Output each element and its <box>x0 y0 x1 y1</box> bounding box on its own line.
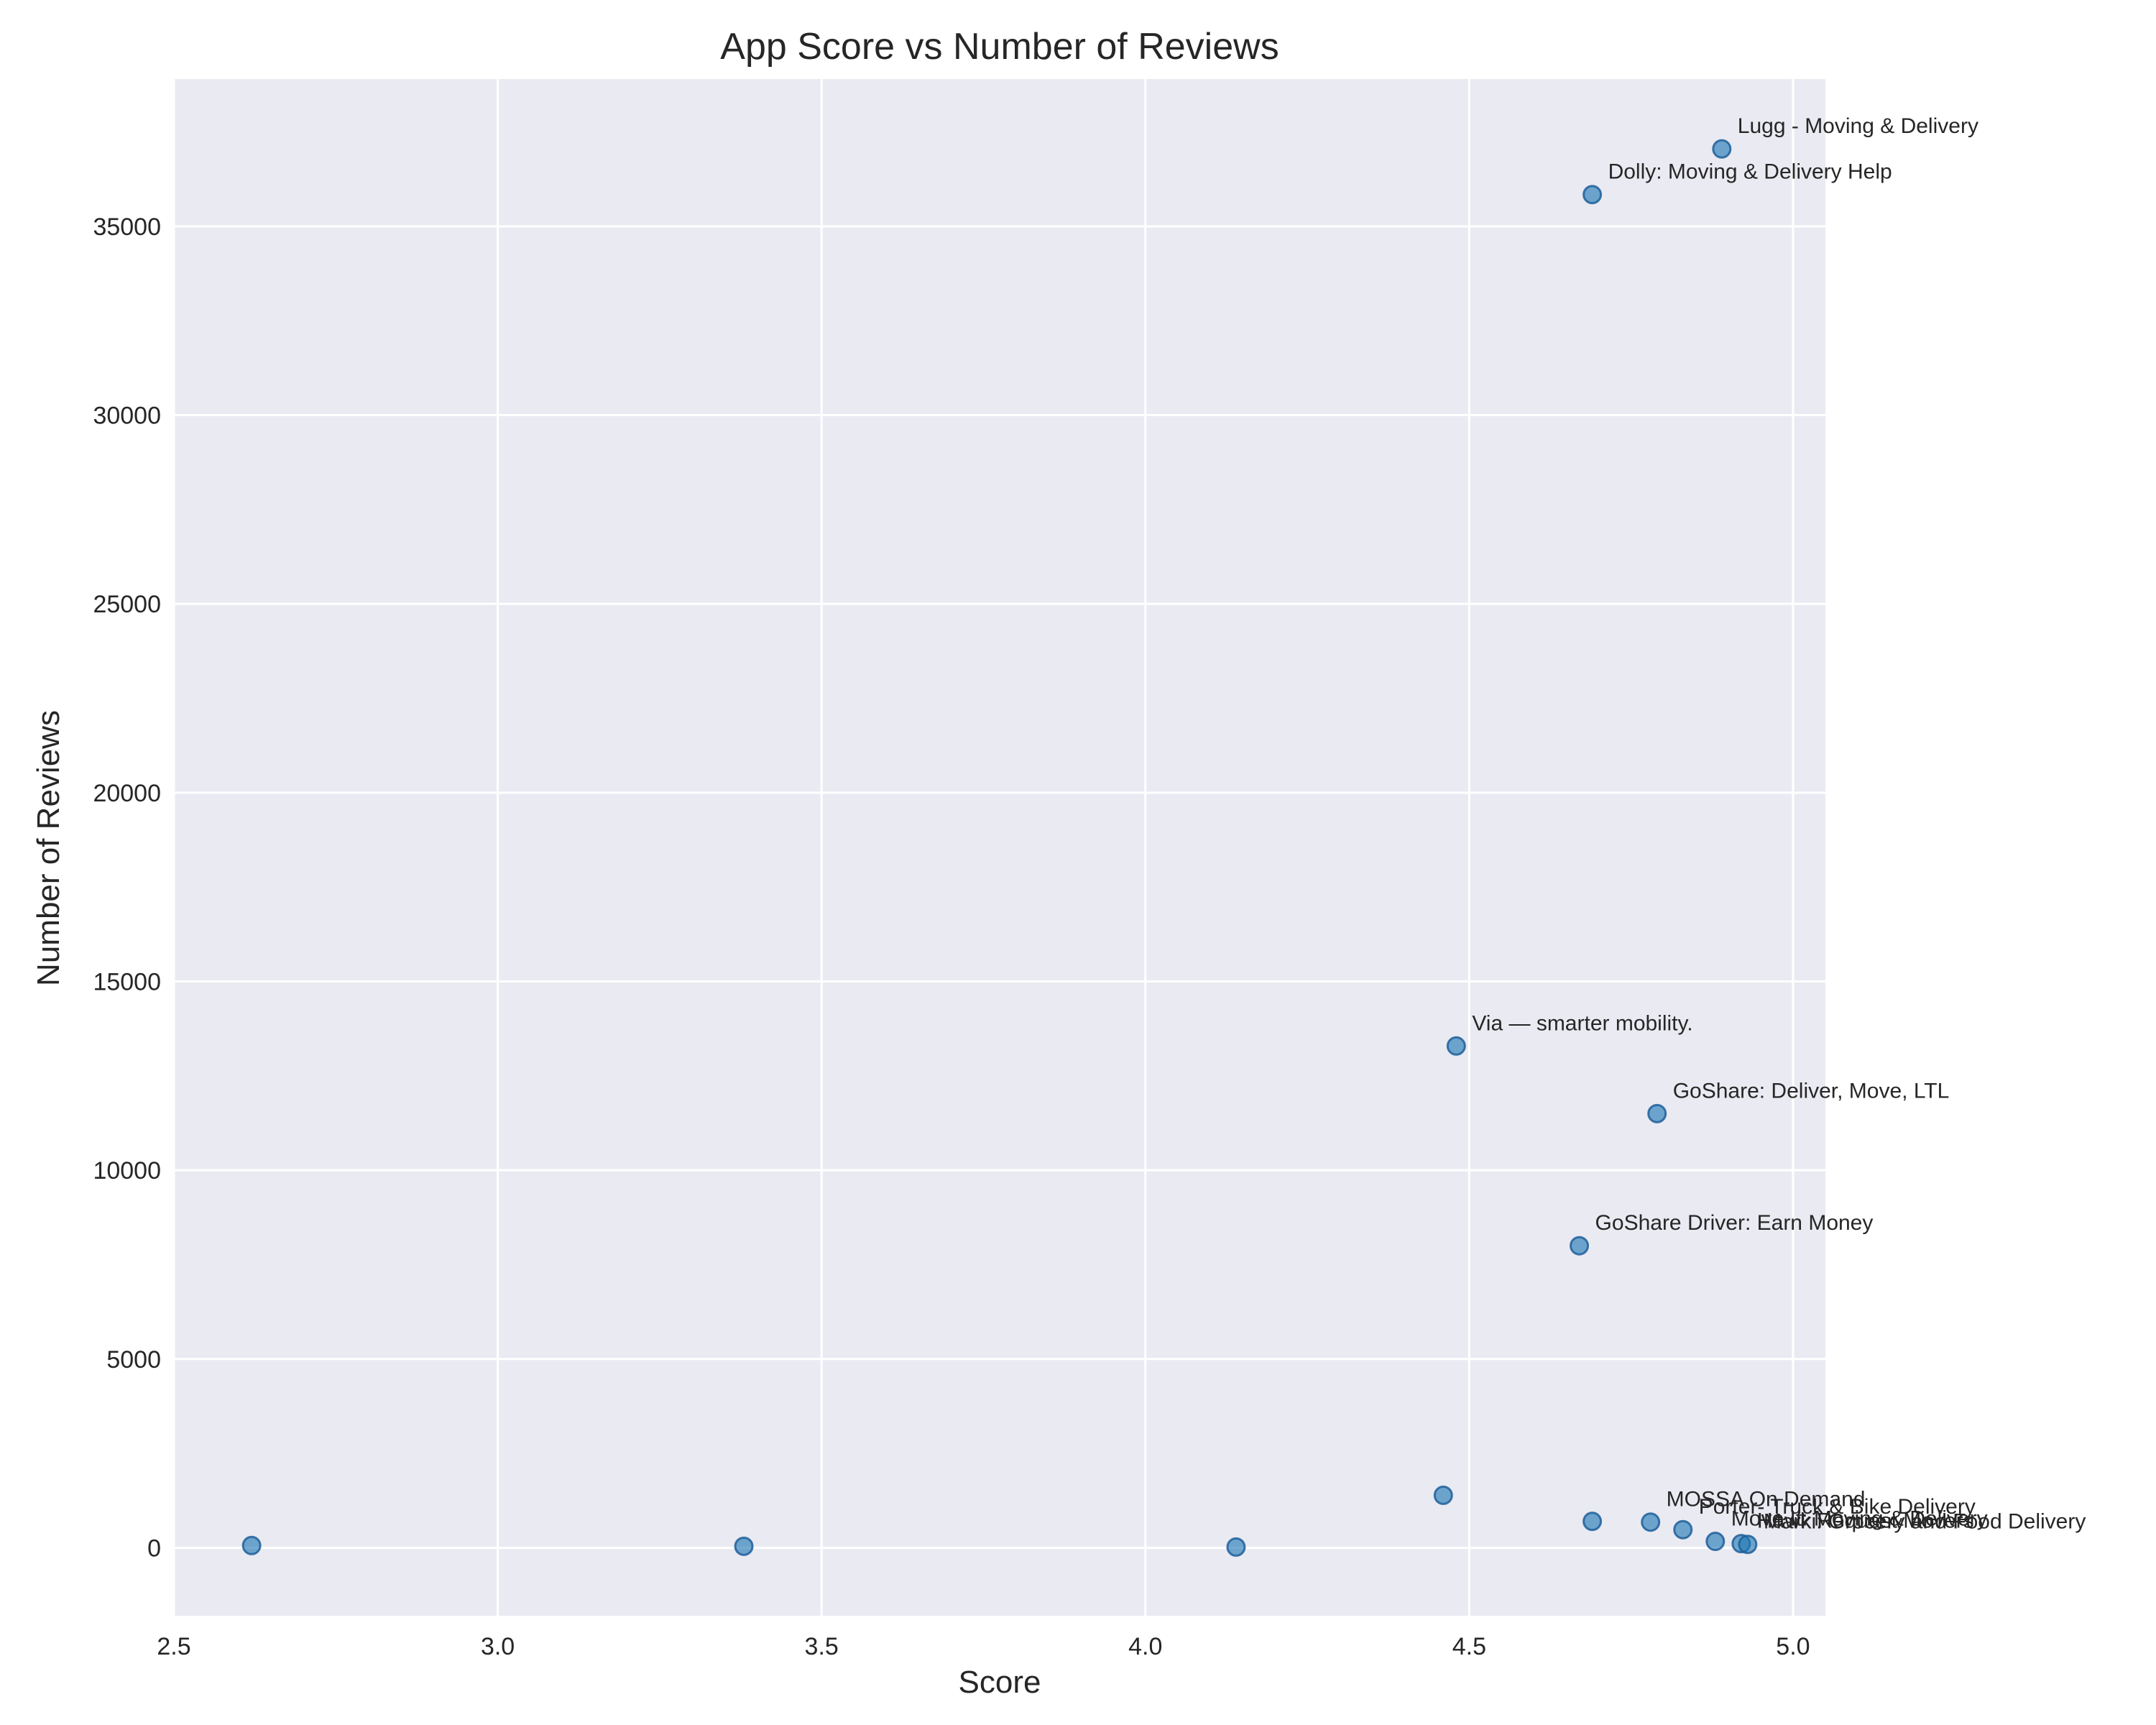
scatter-point <box>1226 1537 1246 1557</box>
y-tick-label: 0 <box>147 1535 161 1562</box>
x-tick-label: 5.0 <box>1776 1633 1810 1660</box>
y-tick-label: 20000 <box>93 780 161 807</box>
grid-layer <box>172 79 1825 1616</box>
scatter-point <box>1673 1519 1693 1540</box>
scatter-point <box>1738 1535 1758 1555</box>
y-tick-label: 35000 <box>93 213 161 241</box>
scatter-point <box>1712 139 1732 159</box>
scatter-point <box>1433 1485 1453 1505</box>
scatter-points <box>241 139 1758 1557</box>
point-label: MOSSA On Demand <box>1667 1488 1866 1512</box>
y-tick-labels: 0 5000 10000 15000 20000 25000 30000 35000 <box>93 213 161 1563</box>
point-label: GoShare Driver: Earn Money <box>1595 1211 1874 1235</box>
plot-area <box>174 79 1825 1616</box>
scatter-point <box>241 1535 262 1555</box>
point-label: GoShare: Deliver, Move, LTL <box>1673 1079 1950 1103</box>
x-axis-label: Score <box>959 1665 1041 1700</box>
x-tick-label: 4.5 <box>1452 1633 1486 1660</box>
x-tick-label: 2.5 <box>157 1633 190 1660</box>
point-label: Hawk Request Movers <box>1757 1509 1974 1533</box>
y-tick-label: 30000 <box>93 402 161 430</box>
scatter-point <box>1705 1532 1726 1552</box>
y-tick-label: 10000 <box>93 1157 161 1184</box>
scatter-point <box>1570 1236 1590 1256</box>
y-axis-label: Number of Reviews <box>31 710 66 986</box>
point-label: Dolly: Moving & Delivery Help <box>1608 160 1892 184</box>
x-tick-label: 4.0 <box>1128 1633 1162 1660</box>
y-tick-label: 15000 <box>93 968 161 995</box>
scatter-point <box>1583 1512 1603 1532</box>
point-label: Via — smarter mobility. <box>1472 1011 1692 1035</box>
x-tick-labels: 2.5 3.0 3.5 4.0 4.5 5.0 <box>157 1633 1810 1660</box>
scatter-point <box>1647 1103 1667 1123</box>
point-annotations: Lugg - Moving & Delivery Dolly: Moving & … <box>1472 114 2086 1534</box>
point-label: Marki: Grocery and Food Delivery <box>1764 1510 2086 1534</box>
x-tick-label: 3.5 <box>805 1633 839 1660</box>
scatter-point <box>1446 1036 1466 1056</box>
point-label: Move It: Moving & Delivery <box>1731 1507 1988 1531</box>
scatter-point <box>734 1536 754 1556</box>
scatter-point <box>1583 185 1603 205</box>
y-tick-label: 5000 <box>106 1346 161 1374</box>
point-label: Porter- Truck & Bike Delivery <box>1699 1495 1976 1519</box>
y-tick-label: 25000 <box>93 591 161 618</box>
chart-title: App Score vs Number of Reviews <box>720 26 1279 68</box>
scatter-point <box>1641 1512 1661 1532</box>
x-tick-label: 3.0 <box>481 1633 515 1660</box>
point-label: Lugg - Moving & Delivery <box>1738 114 1978 138</box>
